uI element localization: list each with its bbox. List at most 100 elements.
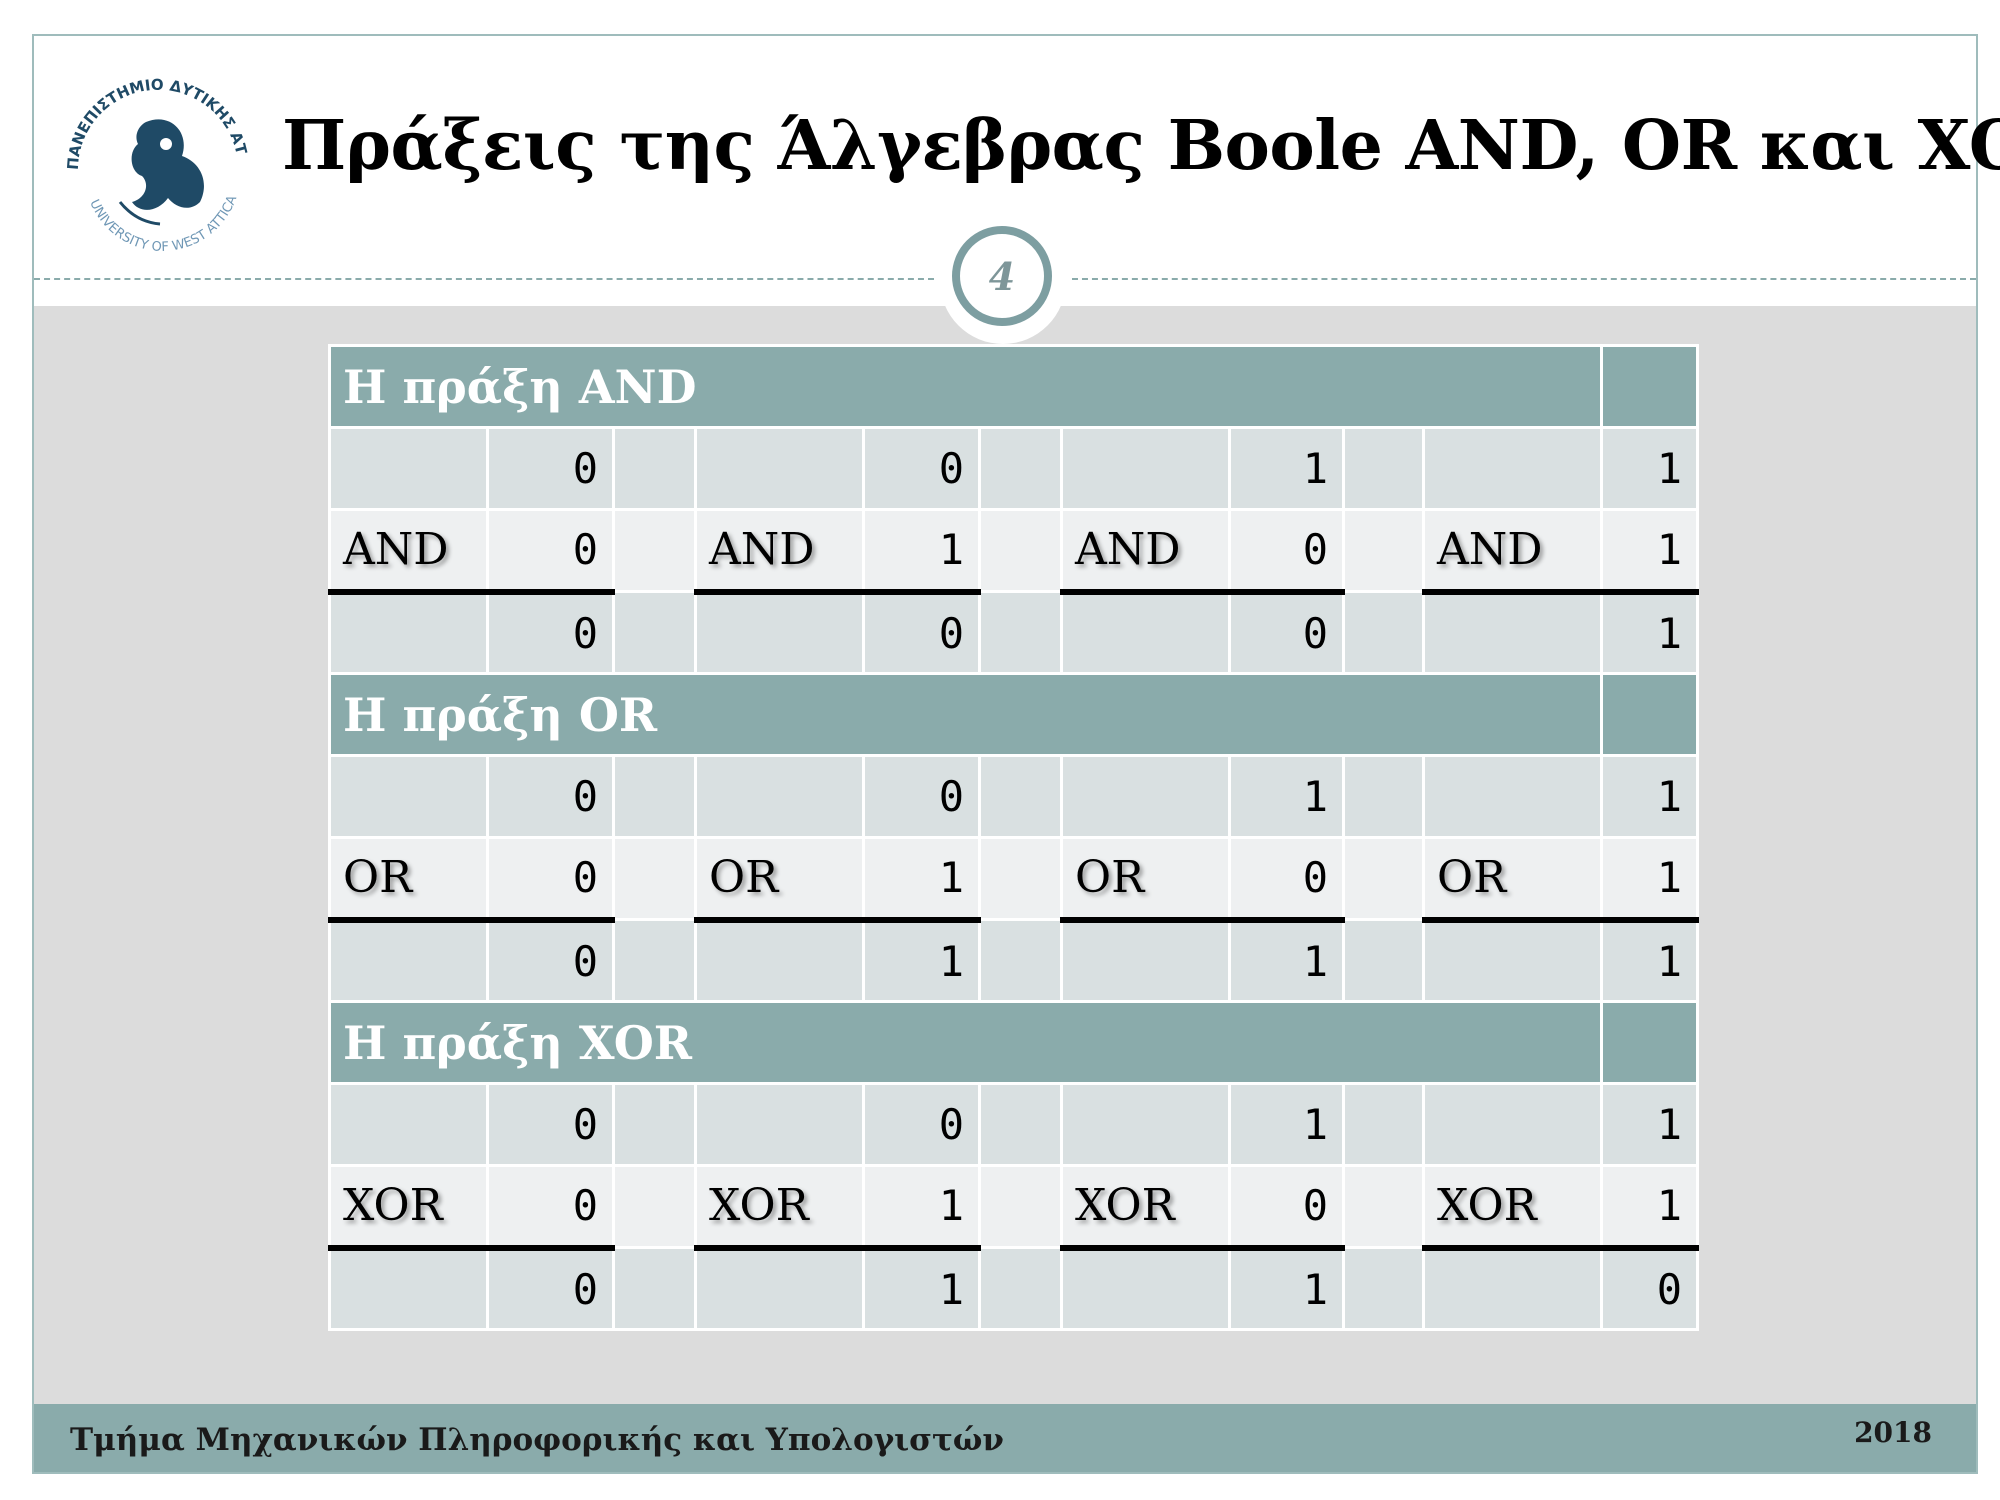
blank-cell — [328, 1082, 489, 1167]
xor-b-1: 1 — [862, 1164, 981, 1251]
blank-cell — [694, 1082, 865, 1167]
spacer-cell — [612, 918, 697, 1003]
blank-cell — [694, 590, 865, 675]
spacer-cell — [1342, 918, 1425, 1003]
and-op-label: AND — [328, 508, 489, 595]
and-a-0: 0 — [486, 426, 615, 511]
header-cell — [1600, 1000, 1699, 1085]
or-op-label: OR — [1422, 836, 1603, 923]
blank-cell — [328, 1246, 489, 1331]
blank-cell — [1060, 590, 1231, 675]
xor-a-2: 1 — [1228, 1082, 1345, 1167]
and-title: Η πράξη AND — [328, 344, 1603, 429]
blank-cell — [1060, 426, 1231, 511]
spacer-cell — [612, 1164, 697, 1249]
xor-r-3: 0 — [1600, 1246, 1699, 1331]
and-result-row: 0 0 0 1 — [328, 590, 1699, 675]
header-cell — [1600, 344, 1699, 429]
divider-right — [1072, 278, 1976, 280]
department-name: Τμήμα Μηχανικών Πληροφορικής και Υπολογι… — [70, 1422, 1004, 1458]
spacer-cell — [978, 836, 1063, 921]
xor-op-label: XOR — [328, 1164, 489, 1251]
and-r-1: 0 — [862, 590, 981, 675]
spacer-cell — [612, 590, 697, 675]
xor-r-0: 0 — [486, 1246, 615, 1331]
xor-header-row: Η πράξη XOR — [328, 1000, 1699, 1085]
or-title: Η πράξη OR — [328, 672, 1603, 757]
or-result-row: 0 1 1 1 — [328, 918, 1699, 1003]
or-r-3: 1 — [1600, 918, 1699, 1003]
or-b-2: 0 — [1228, 836, 1345, 923]
blank-cell — [694, 754, 865, 839]
and-r-3: 1 — [1600, 590, 1699, 675]
spacer-cell — [978, 1246, 1063, 1331]
and-a-2: 1 — [1228, 426, 1345, 511]
xor-title: Η πράξη XOR — [328, 1000, 1603, 1085]
or-input-a-row: 0 0 1 1 — [328, 754, 1699, 839]
xor-a-0: 0 — [486, 1082, 615, 1167]
and-input-a-row: 0 0 1 1 — [328, 426, 1699, 511]
spacer-cell — [1342, 1082, 1425, 1167]
xor-input-b-row: XOR 0 XOR 1 XOR 0 XOR 1 — [328, 1164, 1699, 1251]
spacer-cell — [978, 918, 1063, 1003]
blank-cell — [1422, 426, 1603, 511]
blank-cell — [1422, 754, 1603, 839]
or-header-row: Η πράξη OR — [328, 672, 1699, 757]
university-logo: ΠΑΝΕΠΙΣΤΗΜΙΟ ΔΥΤΙΚΗΣ ΑΤΤΙΚΗΣ UNIVERSITY … — [50, 52, 251, 255]
or-r-0: 0 — [486, 918, 615, 1003]
spacer-cell — [1342, 590, 1425, 675]
or-a-0: 0 — [486, 754, 615, 839]
blank-cell — [1422, 590, 1603, 675]
xor-b-0: 0 — [486, 1164, 615, 1251]
spacer-cell — [978, 590, 1063, 675]
or-a-3: 1 — [1600, 754, 1699, 839]
or-b-1: 1 — [862, 836, 981, 923]
and-r-0: 0 — [486, 590, 615, 675]
blank-cell — [1060, 754, 1231, 839]
and-b-3: 1 — [1600, 508, 1699, 595]
and-b-1: 1 — [862, 508, 981, 595]
spacer-cell — [978, 426, 1063, 511]
blank-cell — [328, 754, 489, 839]
xor-r-1: 1 — [862, 1246, 981, 1331]
or-input-b-row: OR 0 OR 1 OR 0 OR 1 — [328, 836, 1699, 923]
and-b-2: 0 — [1228, 508, 1345, 595]
spacer-cell — [978, 754, 1063, 839]
footer-year: 2018 — [1854, 1416, 1932, 1449]
xor-b-2: 0 — [1228, 1164, 1345, 1251]
blank-cell — [328, 918, 489, 1003]
or-b-3: 1 — [1600, 836, 1699, 923]
and-a-3: 1 — [1600, 426, 1699, 511]
xor-op-label: XOR — [694, 1164, 865, 1251]
spacer-cell — [612, 426, 697, 511]
and-a-1: 0 — [862, 426, 981, 511]
spacer-cell — [1342, 754, 1425, 839]
and-op-label: AND — [1422, 508, 1603, 595]
xor-r-2: 1 — [1228, 1246, 1345, 1331]
xor-op-label: XOR — [1422, 1164, 1603, 1251]
blank-cell — [694, 426, 865, 511]
blank-cell — [1422, 1082, 1603, 1167]
xor-op-label: XOR — [1060, 1164, 1231, 1251]
xor-a-3: 1 — [1600, 1082, 1699, 1167]
blank-cell — [694, 1246, 865, 1331]
blank-cell — [1060, 1082, 1231, 1167]
spacer-cell — [978, 508, 1063, 593]
blank-cell — [1422, 918, 1603, 1003]
xor-input-a-row: 0 0 1 1 — [328, 1082, 1699, 1167]
and-header-row: Η πράξη AND — [328, 344, 1699, 429]
or-a-2: 1 — [1228, 754, 1345, 839]
spacer-cell — [612, 1246, 697, 1331]
spacer-cell — [612, 1082, 697, 1167]
or-a-1: 0 — [862, 754, 981, 839]
xor-result-row: 0 1 1 0 — [328, 1246, 1699, 1331]
xor-a-1: 0 — [862, 1082, 981, 1167]
blank-cell — [328, 590, 489, 675]
spacer-cell — [1342, 836, 1425, 921]
header-cell — [1600, 672, 1699, 757]
spacer-cell — [612, 836, 697, 921]
and-op-label: AND — [1060, 508, 1231, 595]
and-op-label: AND — [694, 508, 865, 595]
divider-left — [34, 278, 934, 280]
spacer-cell — [1342, 508, 1425, 593]
